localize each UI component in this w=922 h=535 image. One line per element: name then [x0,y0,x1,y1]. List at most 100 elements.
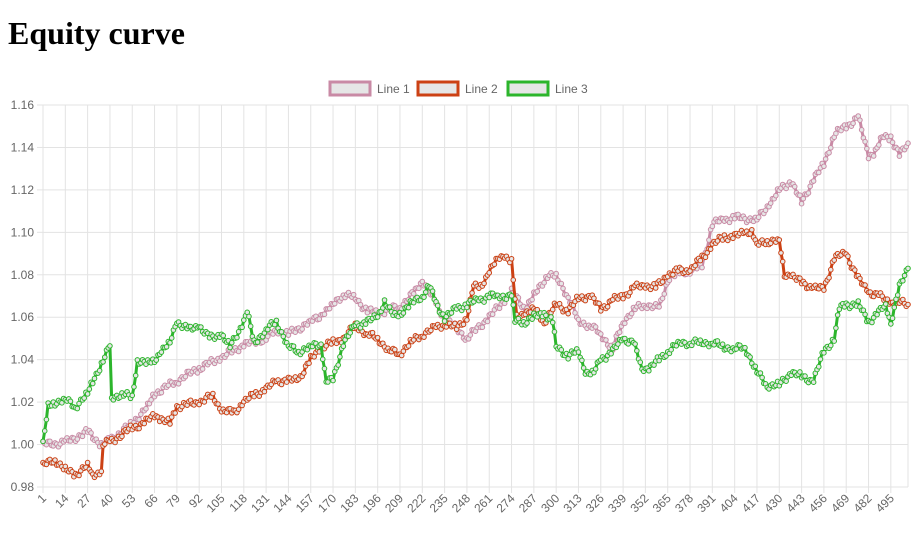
data-point [719,341,726,347]
x-tick-label: 482 [851,491,875,515]
data-point [228,339,235,346]
legend-item-line-1[interactable]: Line 1 [328,80,410,97]
y-tick-label: 1.08 [11,268,35,282]
x-tick-label: 66 [141,491,161,511]
data-point [210,390,216,397]
data-point [247,323,254,330]
data-point [119,433,125,440]
data-point [752,363,759,370]
data-point [460,321,467,328]
data-point [199,366,206,372]
data-point [797,192,803,199]
x-axis-ticks: 1 14 27 40 53 66 79 921051181311441571701831962… [34,491,897,515]
data-point [326,305,333,312]
data-point [901,272,908,279]
data-point [821,163,827,170]
data-point [707,246,714,252]
data-point [831,257,838,263]
chart-grid [37,104,909,493]
data-point [850,120,856,127]
data-point [822,156,829,162]
data-point [608,350,614,357]
data-point [153,357,160,363]
data-point [131,384,137,390]
data-point [597,331,604,337]
data-point [692,262,698,269]
data-point [702,254,709,261]
data-point [464,304,470,311]
data-point [767,200,774,206]
data-point [67,398,74,405]
data-point [489,311,496,318]
data-point [817,356,824,362]
x-tick-label: 27 [74,491,94,511]
data-point [827,342,834,349]
data-point [894,292,901,298]
data-point [869,319,875,326]
data-point [905,301,911,308]
data-point [862,138,868,145]
data-point [541,279,547,286]
data-point [467,332,474,338]
x-tick-label: 79 [164,491,184,511]
y-tick-label: 1.06 [11,310,35,324]
data-point [215,401,221,407]
data-point [558,280,565,287]
x-tick-label: 404 [717,491,741,515]
x-tick-label: 170 [315,491,339,515]
data-point [565,294,571,301]
x-tick-label: 40 [97,491,117,511]
data-point [167,421,173,427]
data-point [299,326,305,332]
data-point [74,405,81,412]
data-point [508,255,515,262]
data-point [652,285,659,291]
data-point [668,346,674,353]
y-tick-label: 1.14 [11,140,35,154]
data-point [321,365,328,372]
data-point [870,153,877,159]
data-point [783,378,789,384]
data-point [182,373,189,380]
chart-legend[interactable]: Line 1 Line 2 Line 3 [328,80,588,97]
data-point [833,325,839,331]
data-point [464,317,470,323]
x-tick-label: 274 [494,491,518,515]
data-point [386,304,393,310]
data-point [591,295,597,302]
data-point [852,267,858,273]
legend-item-line-2[interactable]: Line 2 [416,80,498,97]
chart-series [40,113,911,481]
data-point [374,314,381,320]
data-point [136,425,142,432]
data-point [84,391,91,397]
x-tick-label: 378 [672,491,696,515]
data-point [43,416,50,423]
y-tick-label: 1.02 [11,395,35,409]
data-point [340,343,347,350]
data-point [330,377,336,384]
data-point [175,380,182,387]
data-point [319,356,326,363]
data-point [290,343,297,349]
data-point [896,153,903,159]
x-tick-label: 495 [873,491,897,515]
data-point [280,333,287,340]
data-point [534,288,541,295]
data-point [529,316,535,322]
data-point [592,324,599,330]
data-point [802,373,808,379]
data-point [337,354,343,360]
data-point [486,269,493,276]
legend-swatch [416,80,460,97]
data-point [551,329,558,335]
x-tick-label: 131 [248,491,272,515]
legend-item-line-3[interactable]: Line 3 [506,80,588,97]
data-point [846,260,853,266]
data-point [747,354,753,360]
data-point [900,277,906,284]
data-point [549,306,556,313]
data-point [778,250,784,256]
data-point [524,320,530,326]
